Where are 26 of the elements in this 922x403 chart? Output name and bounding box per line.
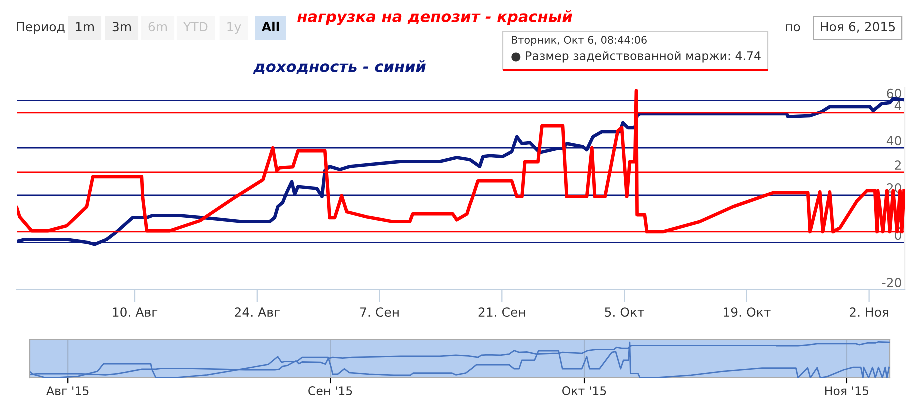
x-tick-label: Авг '15 [46,386,89,396]
x-tick-label: 2. Ноя [850,308,888,318]
x-tick-label: 19. Окт [724,308,771,318]
text: по [786,24,800,32]
x-tick-label: Ноя '15 [826,386,869,396]
y-tick-label: 40 [886,136,902,146]
text: доходность - синий [253,60,426,74]
y2-tick-label: 2 [895,160,901,170]
text: Ноя 6, 2015 [821,22,896,33]
x-tick-label: Сен '15 [308,386,352,396]
x-tick-label: 5. Окт [605,308,644,318]
text: 1m [76,22,94,32]
text: 3m [112,22,132,32]
text: Период [17,22,65,34]
y2-tick-label: 4 [894,101,902,110]
x-tick-label: 7. Сен [360,308,399,318]
text: All [262,22,280,32]
text: ● Размер задействованной маржи: 4.74 [512,51,761,63]
y-tick-label: -20 [882,278,902,288]
text: нагрузка на депозит - красный [298,10,572,26]
x-tick-label: Окт '15 [562,386,606,396]
x-tick-label: 10. Авг [113,308,158,318]
x-tick-label: 21. Сен [478,308,526,318]
text: Вторник, Окт 6, 08:44:06 [512,36,647,46]
y-tick-label: 60 [887,88,902,98]
x-tick-label: 24. Авг [235,308,280,317]
